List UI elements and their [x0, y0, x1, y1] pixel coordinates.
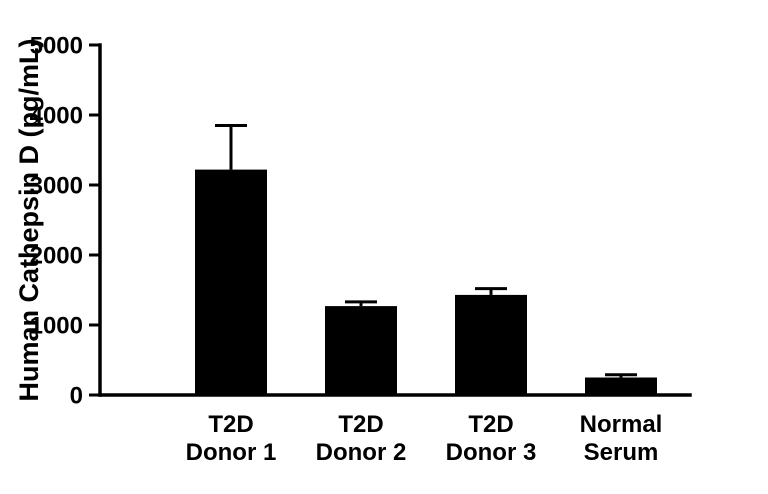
bar	[585, 377, 657, 395]
bar	[325, 306, 397, 395]
x-category-label: T2D	[468, 411, 513, 438]
y-tick-label: 0	[70, 382, 83, 409]
x-category-label: Donor 1	[186, 439, 277, 466]
x-category-label: Serum	[584, 439, 659, 466]
x-category-label: Normal	[580, 411, 663, 438]
y-tick-label: 2000	[30, 242, 83, 269]
bar	[455, 294, 527, 395]
x-category-label: Donor 2	[316, 439, 407, 466]
y-tick-label: 4000	[30, 102, 83, 129]
y-tick-label: 1000	[30, 312, 83, 339]
y-tick-label: 5000	[30, 32, 83, 59]
x-category-label: T2D	[208, 411, 253, 438]
y-axis-title: Human Cathepsin D (pg/mL)	[14, 39, 44, 402]
y-tick-label: 3000	[30, 172, 83, 199]
x-category-label: T2D	[338, 411, 383, 438]
bar	[195, 169, 267, 395]
x-category-label: Donor 3	[446, 439, 537, 466]
